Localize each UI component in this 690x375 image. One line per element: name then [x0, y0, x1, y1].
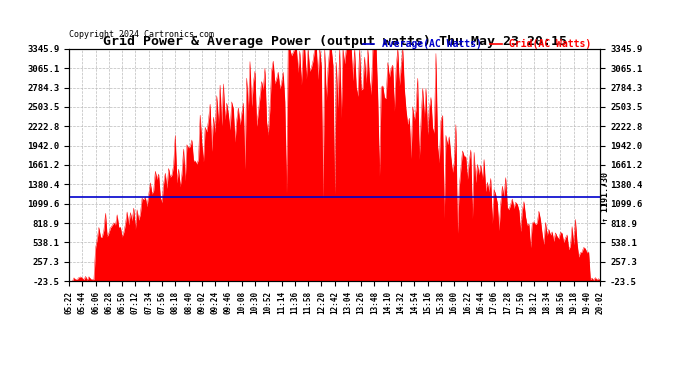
Text: ↑ 1191.730: ↑ 1191.730 [602, 172, 611, 222]
Text: Copyright 2024 Cartronics.com: Copyright 2024 Cartronics.com [69, 30, 214, 39]
Legend: Average(AC Watts), Grid(AC Watts): Average(AC Watts), Grid(AC Watts) [359, 35, 595, 53]
Title: Grid Power & Average Power (output watts) Thu May 23 20:15: Grid Power & Average Power (output watts… [103, 34, 566, 48]
